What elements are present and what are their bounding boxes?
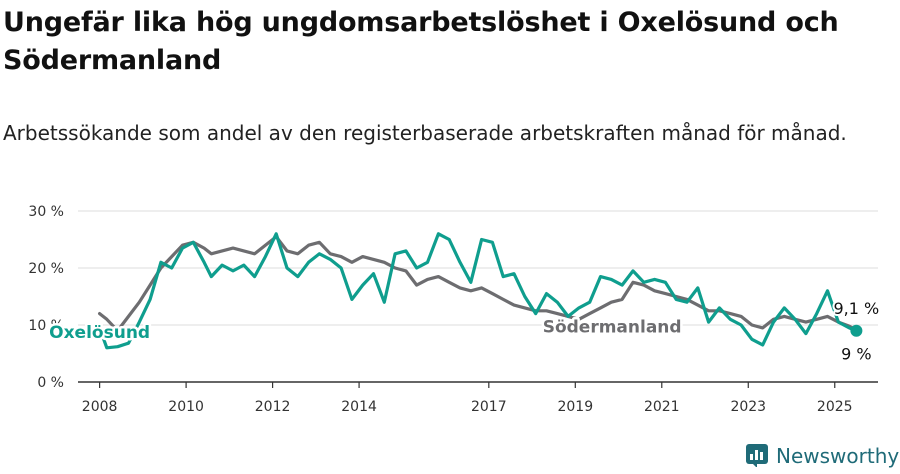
series-line-sodermanland	[98, 235, 858, 333]
x-tick-label: 2012	[255, 399, 291, 415]
newsworthy-icon	[744, 441, 770, 471]
series-label-halo: Södermanland	[543, 317, 682, 337]
end-label-halo: 9 %	[841, 345, 871, 364]
x-tick-label: 2025	[817, 399, 853, 415]
x-tick-label: 2014	[341, 399, 377, 415]
x-tick-label: 2021	[644, 399, 680, 415]
x-tick-label: 2008	[82, 399, 118, 415]
series-line-oxelosund	[98, 232, 858, 350]
x-tick-label: 2019	[557, 399, 593, 415]
y-tick-label: 30 %	[28, 204, 64, 220]
series-layer	[98, 232, 858, 350]
brand-name: Newsworthy	[776, 444, 900, 468]
end-value-label-oxelosund: 9 %	[841, 345, 871, 364]
newsworthy-logo: Newsworthy	[744, 442, 899, 470]
end-value-label-sodermanland: 9,1 %	[834, 299, 880, 318]
x-tick-label: 2010	[168, 399, 204, 415]
series-label-oxelosund: Oxelösund	[49, 323, 150, 343]
chart-title: Ungefär lika hög ungdomsarbetslöshet i O…	[3, 7, 839, 76]
end-label-halo: 9,1 %	[834, 299, 880, 318]
x-tick-label: 2017	[471, 399, 507, 415]
y-tick-label: 10 %	[28, 318, 64, 334]
series-label-sodermanland: Södermanland	[543, 317, 682, 337]
y-tick-label: 20 %	[28, 261, 64, 277]
chart-subtitle: Arbetssökande som andel av den registerb…	[3, 121, 847, 145]
x-tick-label: 2023	[730, 399, 766, 415]
end-marker-oxelosund	[850, 324, 863, 337]
grid-layer: 0 % 10 % 20 % 30 %	[28, 204, 878, 391]
x-axis: 2008 2010 2012 2014 2017 2019 2021 2023 2025	[78, 381, 878, 415]
y-tick-label: 0 %	[37, 375, 64, 391]
series-label-halo: Oxelösund	[49, 323, 150, 343]
